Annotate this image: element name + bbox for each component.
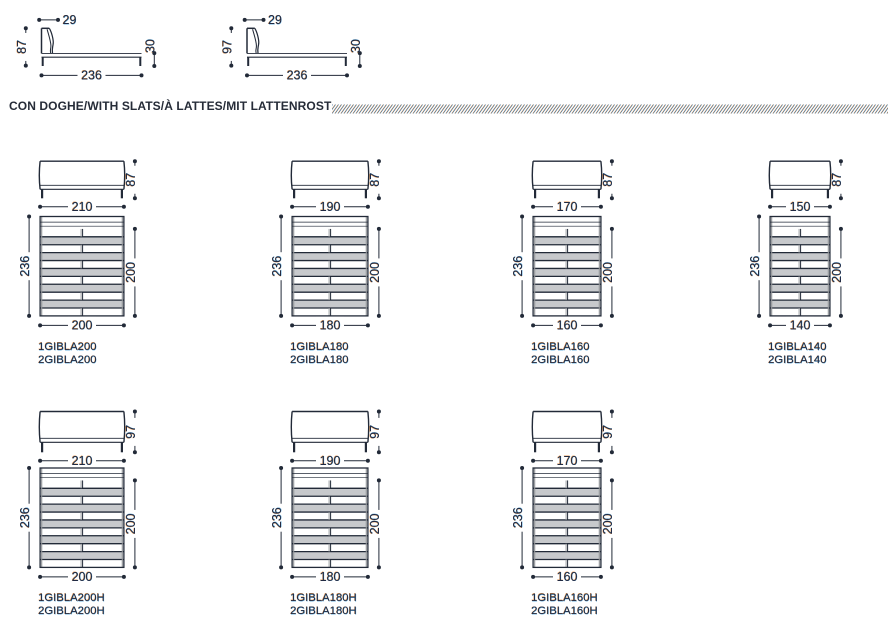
svg-text:150: 150 bbox=[790, 200, 811, 214]
svg-text:200: 200 bbox=[601, 262, 615, 283]
svg-text:1GIBLA180H: 1GIBLA180H bbox=[290, 592, 357, 604]
svg-text:2GIBLA200H: 2GIBLA200H bbox=[38, 605, 105, 617]
svg-text:87: 87 bbox=[830, 173, 844, 187]
svg-text:87: 87 bbox=[601, 173, 615, 187]
svg-text:87: 87 bbox=[368, 173, 382, 187]
svg-text:87: 87 bbox=[124, 173, 138, 187]
svg-text:30: 30 bbox=[349, 39, 363, 53]
svg-text:2GIBLA160: 2GIBLA160 bbox=[531, 354, 589, 366]
svg-text:160: 160 bbox=[557, 318, 578, 332]
svg-text:97: 97 bbox=[368, 425, 382, 439]
svg-text:236: 236 bbox=[511, 256, 525, 277]
svg-text:29: 29 bbox=[63, 13, 77, 27]
svg-text:200: 200 bbox=[368, 513, 382, 534]
svg-text:190: 190 bbox=[320, 200, 341, 214]
svg-text:1GIBLA160H: 1GIBLA160H bbox=[531, 592, 598, 604]
svg-text:236: 236 bbox=[18, 507, 32, 528]
svg-text:236: 236 bbox=[748, 256, 762, 277]
svg-text:2GIBLA200: 2GIBLA200 bbox=[38, 354, 96, 366]
svg-text:2GIBLA160H: 2GIBLA160H bbox=[531, 605, 598, 617]
svg-text:236: 236 bbox=[18, 256, 32, 277]
svg-text:1GIBLA140: 1GIBLA140 bbox=[768, 341, 826, 353]
svg-text:236: 236 bbox=[81, 68, 102, 82]
svg-text:180: 180 bbox=[320, 570, 341, 584]
svg-text:2GIBLA180H: 2GIBLA180H bbox=[290, 605, 357, 617]
svg-text:180: 180 bbox=[320, 318, 341, 332]
svg-text:1GIBLA200: 1GIBLA200 bbox=[38, 341, 96, 353]
svg-text:29: 29 bbox=[268, 13, 282, 27]
svg-text:1GIBLA200H: 1GIBLA200H bbox=[38, 592, 105, 604]
svg-text:200: 200 bbox=[124, 262, 138, 283]
svg-text:170: 170 bbox=[557, 200, 578, 214]
svg-text:170: 170 bbox=[557, 454, 578, 468]
svg-text:200: 200 bbox=[830, 262, 844, 283]
svg-text:140: 140 bbox=[790, 318, 811, 332]
svg-text:2GIBLA180: 2GIBLA180 bbox=[290, 354, 348, 366]
svg-text:200: 200 bbox=[368, 262, 382, 283]
svg-text:30: 30 bbox=[143, 39, 157, 53]
svg-text:236: 236 bbox=[270, 256, 284, 277]
svg-text:200: 200 bbox=[601, 513, 615, 534]
svg-text:236: 236 bbox=[287, 68, 308, 82]
svg-text:236: 236 bbox=[511, 507, 525, 528]
svg-text:1GIBLA180: 1GIBLA180 bbox=[290, 341, 348, 353]
svg-text:210: 210 bbox=[72, 454, 93, 468]
svg-text:1GIBLA160: 1GIBLA160 bbox=[531, 341, 589, 353]
svg-text:97: 97 bbox=[220, 40, 234, 54]
svg-text:87: 87 bbox=[15, 40, 29, 54]
svg-text:CON DOGHE/WITH SLATS/À LATTES/: CON DOGHE/WITH SLATS/À LATTES/MIT LATTEN… bbox=[9, 98, 332, 113]
svg-text:97: 97 bbox=[601, 425, 615, 439]
svg-text:160: 160 bbox=[557, 570, 578, 584]
svg-text:2GIBLA140: 2GIBLA140 bbox=[768, 354, 826, 366]
svg-text:200: 200 bbox=[124, 513, 138, 534]
svg-text:236: 236 bbox=[270, 507, 284, 528]
svg-text:200: 200 bbox=[72, 318, 93, 332]
svg-text:97: 97 bbox=[124, 425, 138, 439]
svg-text:210: 210 bbox=[72, 200, 93, 214]
svg-text:190: 190 bbox=[320, 454, 341, 468]
svg-text:200: 200 bbox=[72, 570, 93, 584]
